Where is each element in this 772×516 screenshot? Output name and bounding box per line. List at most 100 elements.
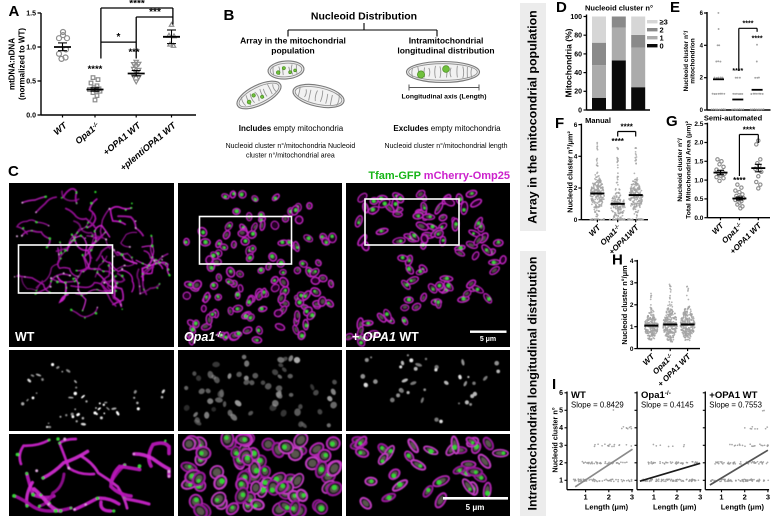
svg-text:Longitudinal axis (Length): Longitudinal axis (Length) (402, 94, 487, 101)
svg-text:1.0: 1.0 (694, 177, 703, 184)
svg-text:WT: WT (15, 330, 35, 344)
svg-text:Array in the mitocondrial popu: Array in the mitocondrial population (526, 10, 540, 223)
svg-text:F: F (555, 115, 564, 132)
svg-text:1.5: 1.5 (694, 159, 703, 166)
svg-text:6: 6 (700, 11, 704, 17)
svg-text:cluster n°/mitochondrial area: cluster n°/mitochondrial area (246, 152, 335, 160)
svg-text:****: **** (752, 36, 763, 43)
svg-text:Excludes empty mitochondria: Excludes empty mitochondria (393, 124, 501, 133)
svg-text:Array in the mitochondrial: Array in the mitochondrial (240, 36, 346, 46)
svg-text:****: **** (620, 123, 633, 132)
svg-text:mtDNA:nDNA: mtDNA:nDNA (8, 38, 17, 90)
svg-text:A: A (9, 3, 20, 20)
svg-text:Nucleoid cluster n°/: Nucleoid cluster n°/ (676, 138, 684, 202)
svg-text:Manual: Manual (585, 116, 611, 125)
svg-text:Nucleoid cluster n°/mitochondr: Nucleoid cluster n°/mitochondrial length (384, 142, 507, 150)
svg-text:H: H (612, 252, 623, 269)
svg-text:****: **** (733, 176, 746, 185)
svg-text:1: 1 (559, 478, 563, 485)
svg-text:WT: WT (571, 390, 586, 401)
svg-text:Opa1-/-: Opa1-/- (73, 120, 101, 146)
svg-text:Tfam-GFP mCherry-Omp25: Tfam-GFP mCherry-Omp25 (368, 170, 510, 182)
svg-text:Slope = 0.7553: Slope = 0.7553 (709, 401, 762, 410)
svg-text:****: **** (611, 137, 624, 146)
svg-text:80: 80 (574, 33, 582, 40)
svg-text:4: 4 (559, 425, 563, 432)
svg-text:0: 0 (630, 346, 634, 353)
svg-text:0.0: 0.0 (26, 112, 36, 119)
svg-text:6: 6 (559, 390, 563, 397)
svg-text:20: 20 (574, 89, 582, 96)
svg-text:4: 4 (700, 43, 704, 49)
svg-text:4: 4 (630, 258, 634, 265)
svg-text:+ OPA1 WT: + OPA1 WT (352, 330, 419, 344)
svg-text:2: 2 (607, 493, 611, 502)
svg-text:0: 0 (574, 217, 578, 224)
svg-text:2: 2 (559, 460, 563, 467)
svg-text:Nucleoid cluster n°: Nucleoid cluster n° (551, 407, 560, 472)
svg-text:Nucleoid cluster n°/: Nucleoid cluster n°/ (682, 30, 690, 91)
svg-text:2: 2 (675, 493, 679, 502)
svg-text:***: *** (128, 47, 139, 58)
svg-text:Nucleoid Distribution: Nucleoid Distribution (311, 11, 417, 23)
svg-text:Total Mitochondrial Area (μm)²: Total Mitochondrial Area (μm)² (686, 120, 693, 219)
svg-text:5 μm: 5 μm (480, 336, 496, 343)
svg-text:5 μm: 5 μm (466, 503, 485, 512)
svg-text:1: 1 (719, 493, 723, 502)
svg-text:*: * (117, 32, 121, 43)
svg-text:Slope = 0.8429: Slope = 0.8429 (571, 401, 624, 410)
svg-text:Nucleoid cluster n°/mitochondr: Nucleoid cluster n°/mitochondria Nucleoi… (226, 142, 356, 150)
svg-text:2.0: 2.0 (694, 140, 703, 147)
svg-text:1: 1 (584, 493, 588, 502)
svg-text:Nucleoid cluster n°: Nucleoid cluster n° (585, 4, 653, 13)
svg-text:5: 5 (559, 408, 563, 415)
svg-text:2: 2 (660, 25, 664, 34)
svg-text:Nucleoid cluster n°/μm: Nucleoid cluster n°/μm (620, 265, 629, 345)
svg-text:1.5: 1.5 (26, 10, 36, 17)
svg-text:3: 3 (630, 493, 634, 502)
svg-text:Intramitochondrial longitudina: Intramitochondrial longitudinal distribu… (526, 257, 540, 511)
svg-text:1: 1 (660, 33, 664, 42)
svg-text:****: **** (88, 64, 103, 75)
svg-text:****: **** (129, 0, 145, 10)
svg-text:Opa1-/-: Opa1-/- (641, 390, 671, 401)
svg-text:≥3: ≥3 (660, 17, 668, 26)
svg-text:WT: WT (52, 119, 70, 137)
svg-text:4: 4 (574, 154, 578, 161)
svg-text:D: D (556, 0, 567, 16)
svg-text:40: 40 (574, 70, 582, 77)
svg-text:C: C (8, 163, 19, 180)
svg-text:Slope = 0.4145: Slope = 0.4145 (641, 401, 694, 410)
svg-text:Length (μm): Length (μm) (721, 503, 765, 512)
svg-text:E: E (670, 0, 680, 16)
svg-text:2.5: 2.5 (694, 121, 703, 128)
svg-text:Length (μm): Length (μm) (585, 503, 629, 512)
svg-text:mitochondrion: mitochondrion (690, 38, 697, 84)
svg-text:2: 2 (574, 185, 578, 192)
svg-text:0.5: 0.5 (694, 196, 703, 203)
svg-text:3: 3 (630, 280, 634, 287)
svg-text:population: population (271, 46, 314, 56)
svg-text:WT: WT (587, 222, 603, 238)
svg-text:G: G (666, 113, 678, 130)
svg-text:3: 3 (766, 493, 770, 502)
svg-text:0.0: 0.0 (694, 215, 703, 222)
svg-text:3: 3 (698, 493, 702, 502)
svg-text:Semi-automated: Semi-automated (704, 114, 763, 123)
svg-text:0: 0 (700, 108, 704, 114)
svg-text:2: 2 (700, 76, 704, 82)
svg-text:(normalized to WT): (normalized to WT) (18, 28, 27, 100)
svg-text:longitudinal distribution: longitudinal distribution (397, 46, 494, 56)
svg-text:0: 0 (660, 41, 664, 50)
svg-text:Intramitochondrial: Intramitochondrial (409, 36, 484, 46)
svg-text:1: 1 (652, 493, 656, 502)
svg-text:2: 2 (743, 493, 747, 502)
svg-text:0: 0 (578, 107, 582, 114)
svg-text:1: 1 (630, 324, 634, 331)
svg-text:100: 100 (570, 14, 582, 21)
svg-text:2: 2 (630, 302, 634, 309)
svg-text:Mitochondria (%): Mitochondria (%) (564, 28, 574, 97)
svg-text:****: **** (743, 21, 754, 28)
svg-text:Includes empty mitochondria: Includes empty mitochondria (239, 124, 344, 133)
svg-text:+OPA1 WT: +OPA1 WT (709, 390, 757, 401)
